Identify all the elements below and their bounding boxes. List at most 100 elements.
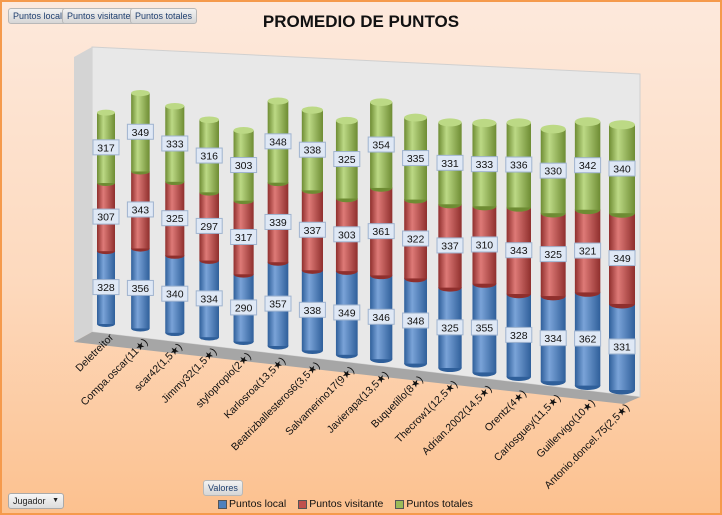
data-label: 346: [372, 312, 390, 324]
data-label-box: [505, 156, 533, 173]
data-label-box: [367, 308, 395, 325]
data-label: 349: [338, 307, 356, 319]
cylinder-top: [267, 97, 289, 105]
cylinder-top: [233, 126, 254, 134]
data-label-box: [195, 147, 223, 164]
data-label: 349: [132, 127, 150, 139]
cylinder-top: [574, 117, 601, 127]
data-label-box: [333, 151, 361, 168]
data-label-box: [608, 338, 636, 355]
data-label-box: [608, 160, 636, 177]
data-label: 330: [544, 166, 562, 178]
data-label-box: [470, 156, 498, 173]
data-label-box: [195, 290, 223, 307]
data-label-box: [126, 279, 154, 296]
data-label-box: [298, 141, 326, 158]
cylinder-top: [199, 116, 219, 124]
data-label: 325: [441, 322, 459, 334]
data-label-box: [367, 223, 395, 240]
chart-title: PROMEDIO DE PUNTOS: [262, 12, 460, 31]
data-label: 357: [269, 299, 287, 311]
cylinder-0: 328 307 317: [92, 109, 120, 327]
cylinder-top: [540, 124, 566, 134]
data-label-box: [402, 312, 430, 329]
data-label: 303: [338, 229, 356, 241]
cylinder-top: [404, 113, 427, 122]
data-label-box: [161, 210, 189, 227]
cylinder-5: 357 339 348: [264, 97, 292, 350]
data-label-box: [539, 162, 567, 179]
data-label-box: [539, 330, 567, 347]
data-label: 362: [579, 333, 597, 345]
cylinder-top: [370, 98, 393, 106]
data-label-box: [574, 330, 602, 347]
data-label-box: [333, 304, 361, 321]
cylinder-12: 328 343 336: [505, 118, 533, 381]
cylinder-top: [506, 118, 531, 127]
data-label: 340: [613, 164, 631, 176]
data-label: 348: [269, 136, 287, 148]
data-label: 328: [97, 282, 115, 294]
cylinder-4: 290 317 303: [230, 126, 258, 345]
data-label-box: [92, 139, 120, 156]
data-label-box: [470, 319, 498, 336]
legend: Puntos local Puntos visitante Puntos tot…: [218, 498, 473, 510]
data-label: 336: [510, 160, 528, 172]
side-wall: [74, 47, 92, 342]
data-label-box: [298, 301, 326, 318]
legend-label: Puntos local: [229, 498, 287, 510]
legend-label: Puntos totales: [406, 498, 473, 510]
data-label-box: [402, 150, 430, 167]
data-label-box: [230, 157, 258, 174]
data-label-box: [436, 319, 464, 336]
field-button-puntos-totales[interactable]: Puntos totales: [130, 8, 198, 24]
data-label: 361: [372, 226, 390, 238]
data-label-box: [574, 242, 602, 259]
values-field-button[interactable]: Valores: [203, 480, 243, 496]
data-label-box: [126, 123, 154, 140]
data-label-box: [161, 285, 189, 302]
data-label-box: [126, 201, 154, 218]
data-label-box: [230, 299, 258, 316]
dropdown-arrow-icon: ▼: [52, 497, 59, 504]
data-label-box: [505, 326, 533, 343]
cylinder-8: 346 361 354: [367, 98, 395, 364]
category-label: Adrian.2002(14,5★): [420, 383, 495, 458]
data-label: 349: [613, 253, 631, 265]
cylinder-top: [609, 120, 635, 130]
data-label: 317: [235, 232, 253, 244]
data-label-box: [436, 154, 464, 171]
jugador-filter-button[interactable]: Jugador ▼: [8, 493, 64, 509]
cylinder-top: [97, 109, 115, 116]
data-label-box: [264, 133, 292, 150]
cylinder-top: [438, 118, 462, 127]
cylinder-11: 355 310 333: [470, 118, 498, 377]
data-label-box: [539, 246, 567, 263]
data-label: 339: [269, 217, 287, 229]
cylinder-13: 334 325 330: [539, 124, 567, 386]
data-label: 328: [510, 330, 528, 342]
data-label-box: [333, 226, 361, 243]
legend-label: Puntos visitante: [309, 498, 384, 510]
data-label: 325: [166, 213, 184, 225]
cylinder-7: 349 303 325: [333, 116, 361, 359]
category-label: Salvamerino17(9★): [283, 364, 357, 438]
legend-item-totales: Puntos totales: [395, 498, 473, 510]
data-label: 337: [304, 225, 322, 237]
data-label: 338: [304, 305, 322, 317]
data-label-box: [574, 157, 602, 174]
data-label: 343: [132, 204, 150, 216]
data-label: 321: [579, 246, 597, 258]
data-label: 335: [407, 153, 425, 165]
data-label-box: [195, 217, 223, 234]
data-label-box: [402, 230, 430, 247]
legend-item-local: Puntos local: [218, 498, 286, 510]
data-label: 310: [476, 239, 494, 251]
legend-swatch: [395, 499, 405, 509]
cylinder-9: 348 322 335: [402, 113, 430, 368]
data-label: 325: [338, 154, 356, 166]
data-label-box: [230, 228, 258, 245]
data-label: 331: [441, 158, 459, 170]
